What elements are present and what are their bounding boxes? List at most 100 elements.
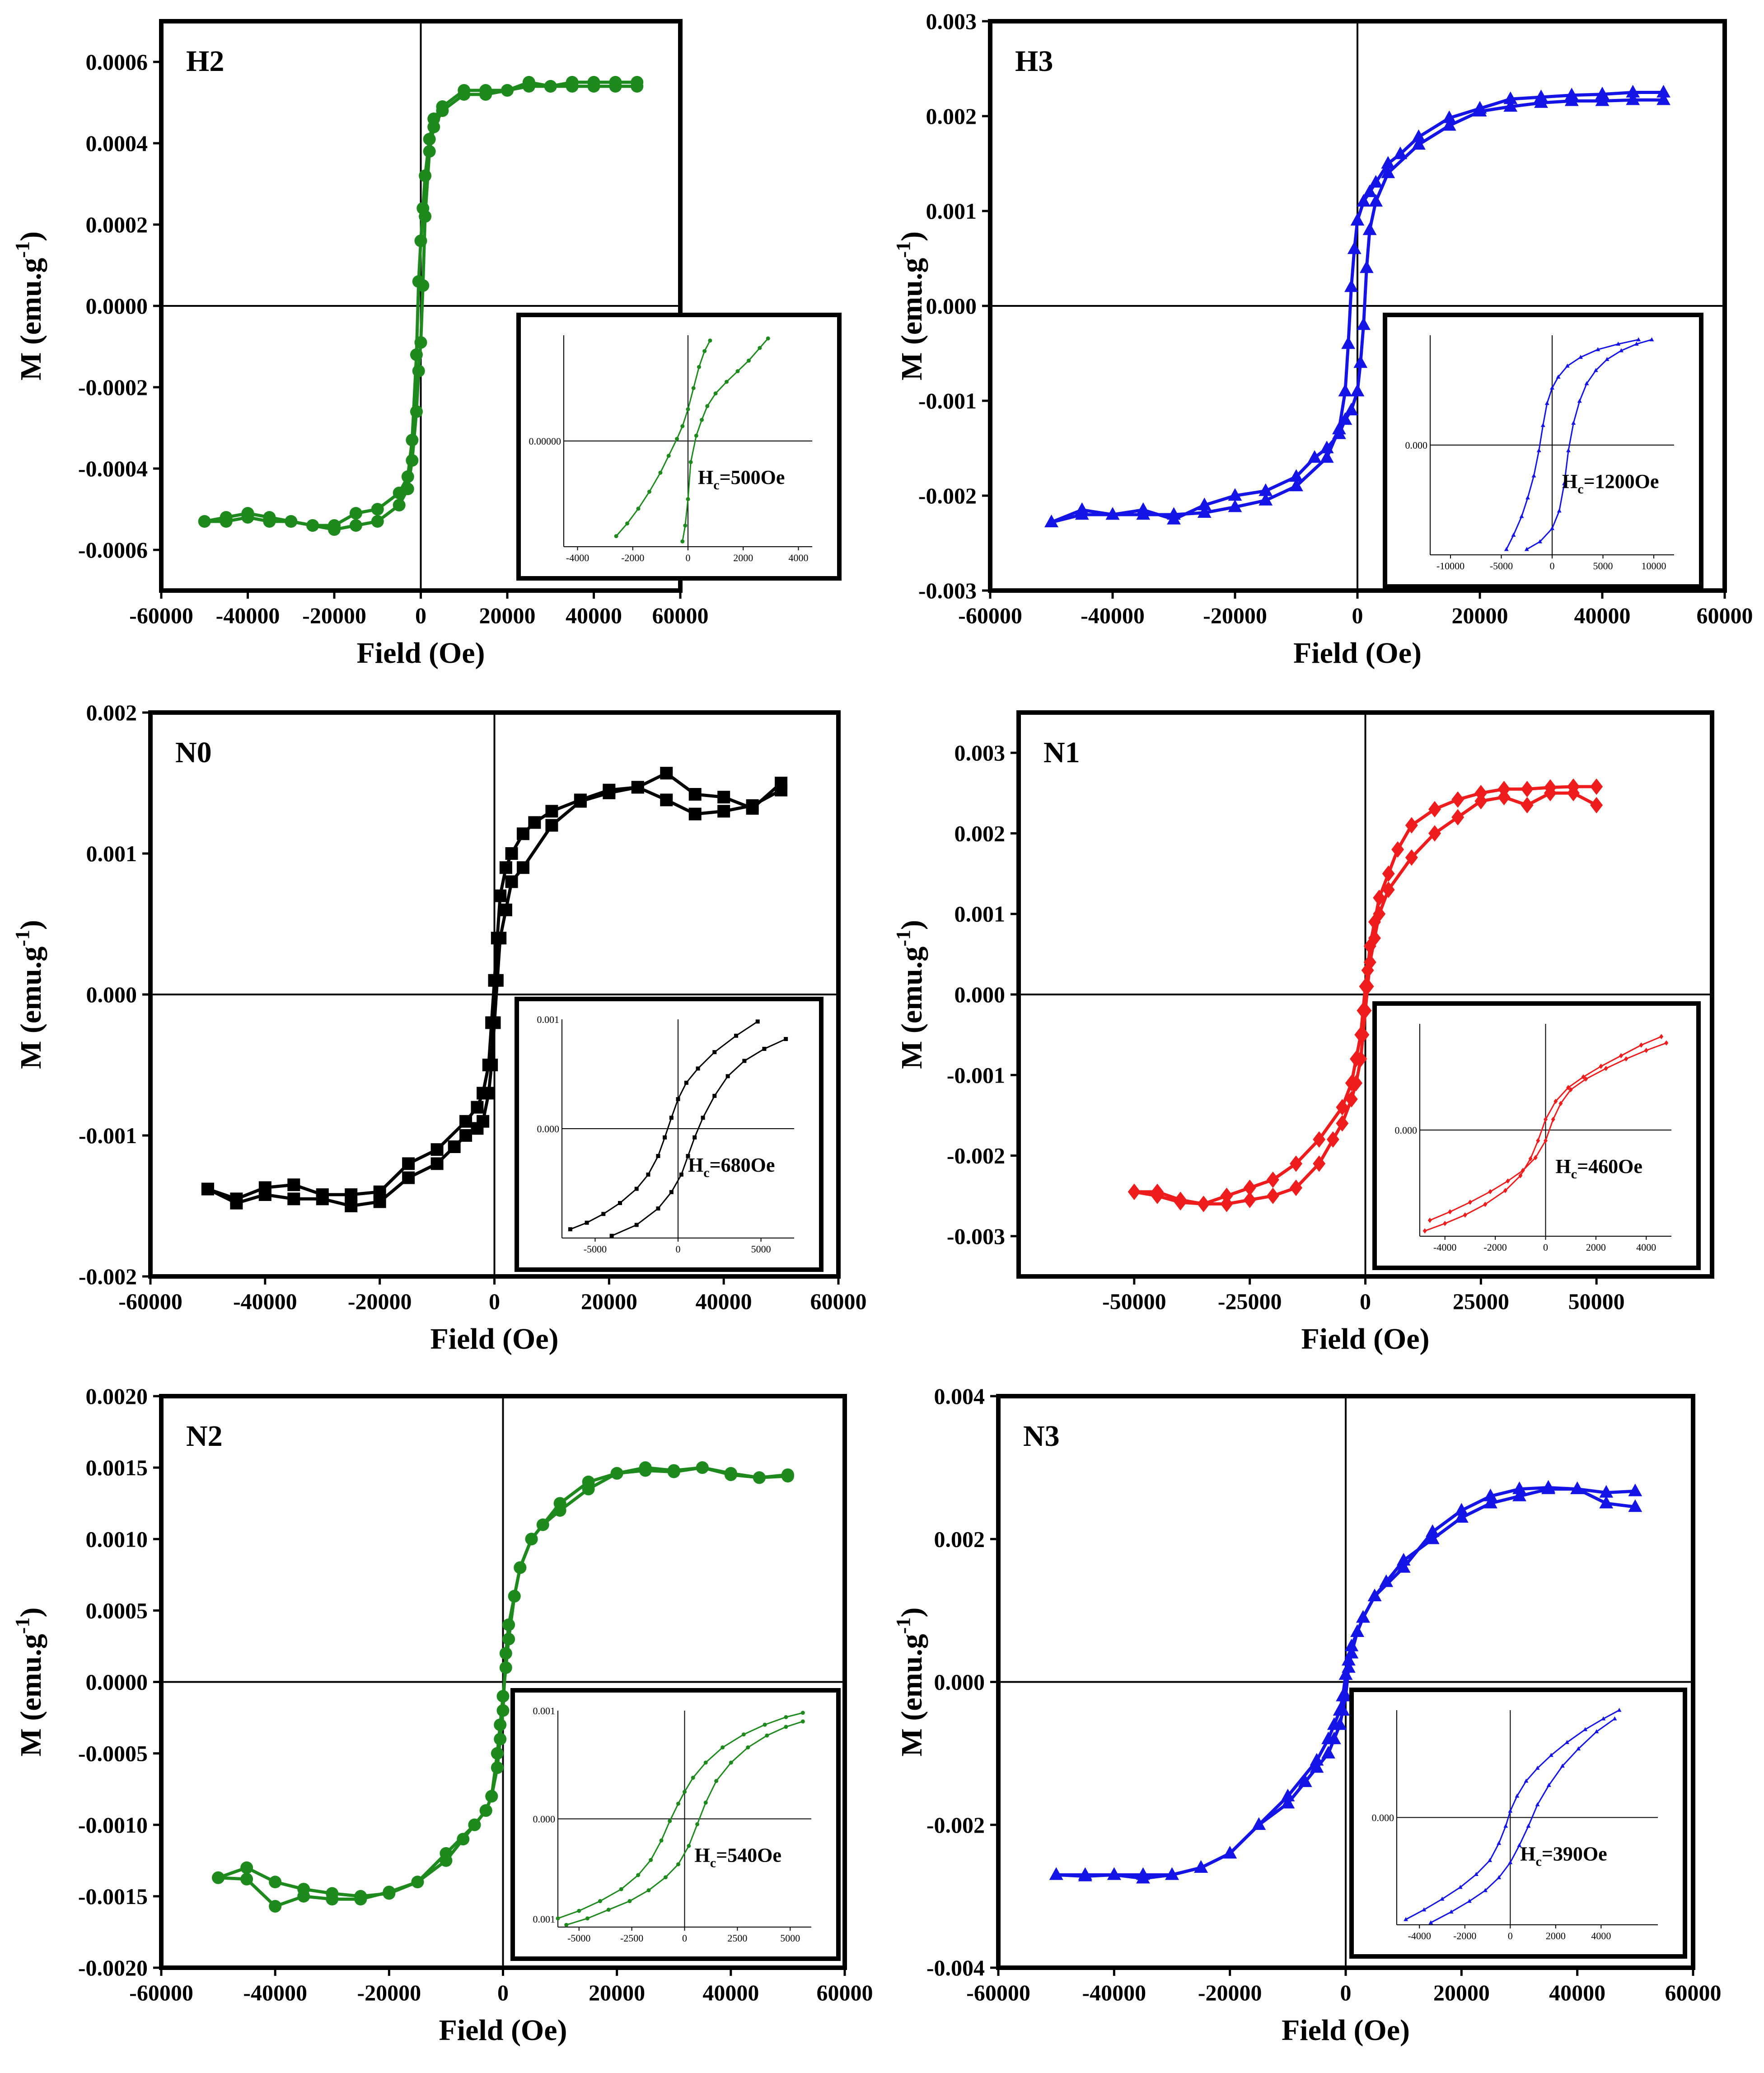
data-point [1626,84,1640,98]
inset-data-point [1551,1116,1555,1122]
data-point [1259,483,1273,496]
data-point [430,1143,444,1156]
data-point [1405,817,1418,834]
data-point [746,799,759,812]
inset-y-tick-top-label: 0.001 [537,1014,560,1025]
y-tick-label: 0.003 [955,740,1006,765]
data-point [1228,499,1242,512]
inset-data-point [1428,1920,1433,1924]
y-tick-label: -0.0020 [78,1955,148,1980]
data-point [297,1890,310,1903]
data-point [201,1182,214,1196]
inset-branch-1 [1422,1034,1664,1234]
data-point [667,1465,680,1478]
data-point [1298,1774,1312,1787]
coercivity-label: Hc=460Oe [1556,1155,1642,1182]
data-point [1368,930,1381,947]
x-tick-label: -40000 [216,603,280,628]
y-tick-label: -0.0010 [78,1812,148,1838]
data-point [1290,1179,1302,1196]
x-tick-label: -60000 [129,603,193,628]
data-point [212,1871,225,1884]
data-point [1474,793,1488,810]
data-point [1336,1115,1349,1132]
y-tick-label: 0.002 [955,821,1006,846]
inset-data-point [1519,514,1524,518]
inset-data-point [1594,1729,1599,1734]
data-point [1373,889,1386,906]
data-point [402,1157,415,1170]
data-point [458,88,471,101]
inset-data-point [695,1822,700,1826]
inset-data-point [1521,1168,1525,1173]
data-point [1564,93,1579,106]
inset-data-point [1584,381,1589,385]
y-tick-label: 0.001 [926,198,977,224]
inset-branch-1 [556,1711,805,1921]
inset-data-point [636,1873,641,1877]
inset-x-tick-label: 0 [676,1243,681,1255]
data-point [545,819,558,832]
inset-data-point [1524,1778,1529,1783]
inset-data-point [1578,355,1583,359]
data-point [230,1196,243,1210]
data-point [411,1876,424,1889]
inset-data-point [680,424,685,428]
x-axis-title: Field (Oe) [439,2014,567,2047]
inset-data-point [656,1154,660,1158]
data-point [1350,1074,1363,1092]
y-axis-title: M (emu.g-1) [11,1608,47,1757]
inset-x-tick-label: 4000 [1591,1930,1611,1942]
data-point [1290,1155,1302,1172]
data-point [412,365,425,377]
data-point [1393,146,1408,159]
inset-data-point [1488,1858,1493,1862]
data-point [491,974,504,987]
data-point [477,1115,490,1128]
inset-data-point [1488,1189,1493,1195]
data-point [1107,1867,1121,1880]
data-point [427,121,440,133]
inset-data-point [606,1908,611,1912]
y-tick-label: -0.003 [947,1224,1005,1249]
inset-y-tick-label: 0.000 [537,1123,560,1135]
data-point [1326,1131,1339,1148]
inset-data-point [1449,1909,1454,1914]
inset-data-point [1536,448,1541,452]
inset-data-point [1544,1138,1548,1144]
inset-data-point [1562,481,1567,485]
inset-data-point [1503,1188,1507,1193]
series-ascending [1049,1480,1642,1884]
y-tick-label: 0.0005 [86,1598,148,1623]
data-point [479,1804,492,1817]
y-tick-label: 0.000 [934,1670,985,1695]
data-point [482,1087,495,1100]
data-point [1342,1660,1356,1673]
data-point [240,1872,253,1885]
inset-data-point [1624,1056,1628,1062]
data-point [393,499,406,511]
data-point [1313,1131,1326,1148]
inset-data-point [649,1858,653,1862]
inset-data-point [1511,532,1516,537]
inset-data-point [1617,1707,1622,1712]
data-point [430,1157,444,1170]
inset-data-point [1605,357,1610,361]
inset-data-point [765,1733,769,1738]
data-point [639,1464,652,1477]
data-point [220,515,233,528]
x-tick-label: -25000 [1218,1289,1282,1314]
inset-y-tick-label: 0.000 [1372,1812,1394,1824]
inset-x-tick-label: 0 [682,1932,687,1944]
y-tick-label: 0.000 [926,293,977,319]
inset-data-point [683,523,688,528]
inset-branch-line [566,1721,803,1926]
data-point [269,1876,282,1889]
inset-data-point [746,1745,750,1749]
inset-coercivity: -4000 -2000 0 2000 4000 0.000 Hc=460Oe [1372,1001,1701,1270]
inset-data-point [686,407,690,412]
inset-data-point [1583,1727,1588,1731]
panel-h3: -60000 -40000 -20000 0 20000 40000 60000 -0.003… [892,9,1753,670]
y-tick-label: -0.0005 [78,1741,148,1766]
inset-data-point [1565,1740,1569,1744]
